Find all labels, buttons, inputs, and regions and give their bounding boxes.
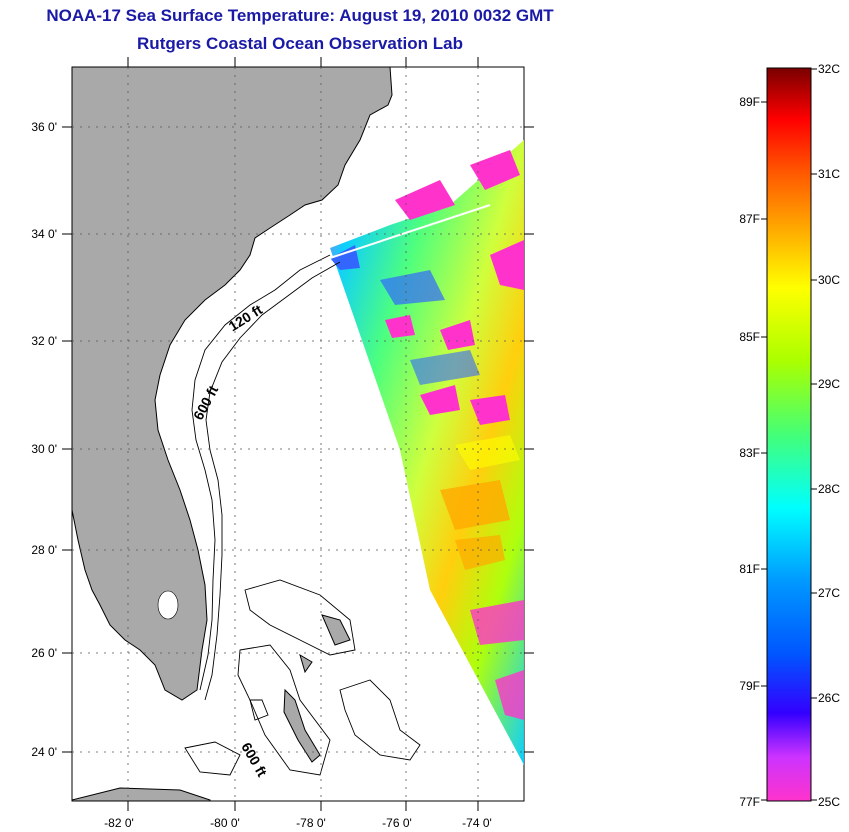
land-bahamas <box>283 614 351 763</box>
lake-okeechobee <box>157 590 179 620</box>
lat-label-30: 30 0' <box>31 442 57 456</box>
lat-label-34: 34 0' <box>31 227 57 241</box>
colorbar-label-31c: 31C <box>818 167 840 181</box>
axis-ticks <box>62 57 534 811</box>
land-cuba <box>72 787 211 801</box>
colorbar-label-87f: 87F <box>739 212 760 226</box>
lon-label-78: -78 0' <box>296 816 326 830</box>
map-title: NOAA-17 Sea Surface Temperature: August … <box>46 6 554 25</box>
graticule <box>72 67 524 801</box>
colorbar-label-81f: 81F <box>739 562 760 576</box>
colorbar-label-27c: 27C <box>818 586 840 600</box>
colorbar-label-83f: 83F <box>739 446 760 460</box>
sst-swath-patches <box>330 150 524 720</box>
contour-120ft <box>191 254 331 691</box>
colorbar-label-30c: 30C <box>818 273 840 287</box>
lon-label-74: -74 0' <box>462 816 492 830</box>
lat-label-36: 36 0' <box>31 120 57 134</box>
temperature-colorbar: 32C 31C 30C 29C 28C 27C 26C 25C 89F 87F … <box>739 62 840 809</box>
colorbar-label-77f: 77F <box>739 795 760 809</box>
colorbar-label-89f: 89F <box>739 95 760 109</box>
colorbar-label-26c: 26C <box>818 691 840 705</box>
lat-label-24: 24 0' <box>31 745 57 759</box>
lat-label-32: 32 0' <box>31 334 57 348</box>
contour-600ft <box>204 261 341 701</box>
bahamas-banks <box>184 579 421 776</box>
colorbar-gradient <box>766 67 812 802</box>
lat-label-26: 26 0' <box>31 646 57 660</box>
lon-label-76: -76 0' <box>382 816 412 830</box>
swath-seam <box>329 204 491 259</box>
colorbar-label-25c: 25C <box>818 795 840 809</box>
colorbar-label-29c: 29C <box>818 377 840 391</box>
sst-map: 120 ft 600 ft 600 ft 36 0' 34 0' 32 0' 3… <box>31 57 534 830</box>
lon-label-80: -80 0' <box>210 816 240 830</box>
colorbar-label-32c: 32C <box>818 62 840 76</box>
colorbar-label-85f: 85F <box>739 330 760 344</box>
colorbar-label-28c: 28C <box>818 482 840 496</box>
lat-label-28: 28 0' <box>31 543 57 557</box>
map-subtitle: Rutgers Coastal Ocean Observation Lab <box>137 34 463 53</box>
colorbar-label-79f: 79F <box>739 679 760 693</box>
sst-swath <box>330 140 524 765</box>
land-us-coast <box>72 67 393 701</box>
lon-label-82: -82 0' <box>104 816 134 830</box>
